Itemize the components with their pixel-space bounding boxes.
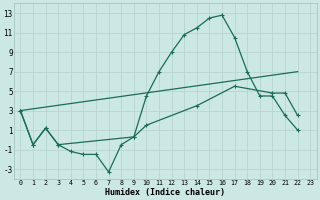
X-axis label: Humidex (Indice chaleur): Humidex (Indice chaleur) (105, 188, 225, 197)
